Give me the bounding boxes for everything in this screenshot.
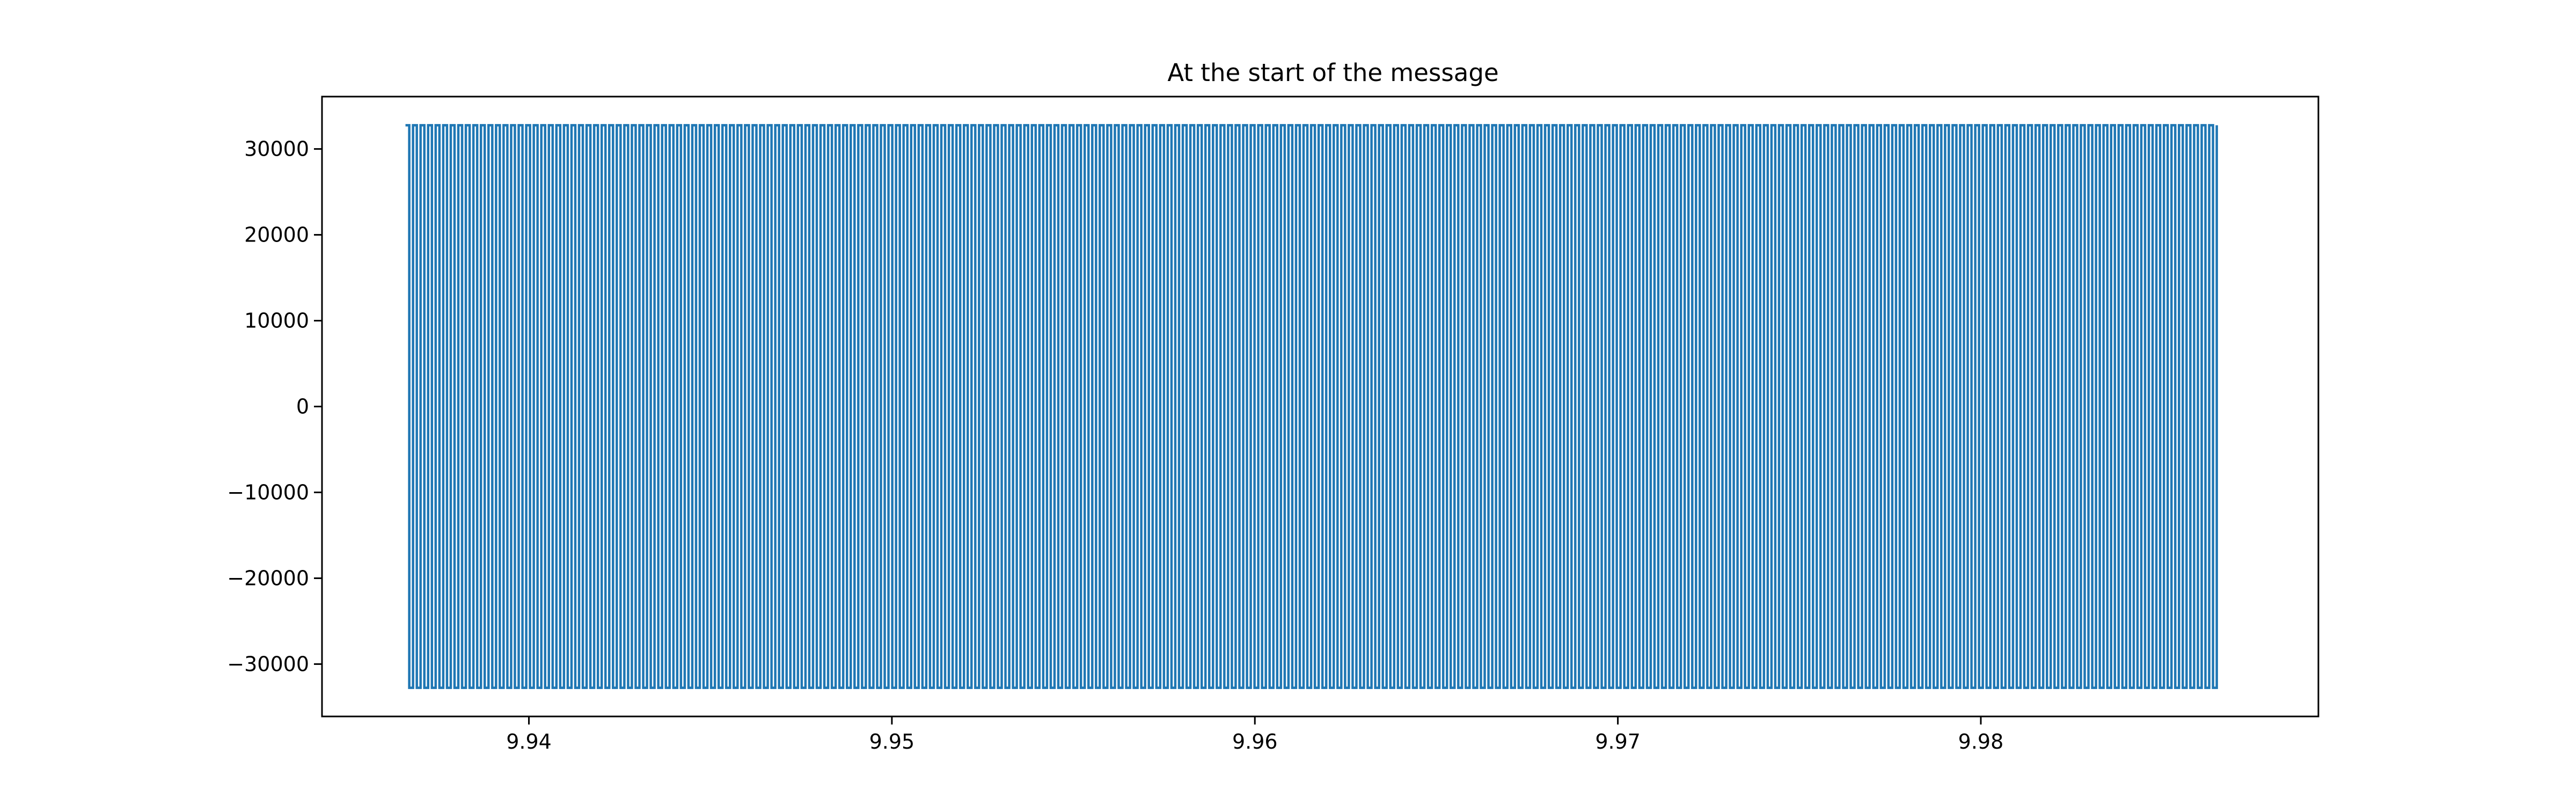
y-tick-label: −10000 (227, 480, 309, 504)
series-layer (405, 124, 2218, 689)
x-tick-label: 9.97 (1595, 730, 1641, 753)
y-tick-label: 0 (296, 395, 309, 419)
y-tick-label: 30000 (244, 137, 309, 161)
x-tick-label: 9.98 (1958, 730, 2004, 753)
x-tick-label: 9.96 (1232, 730, 1278, 753)
y-tick-label: −20000 (227, 566, 309, 590)
x-tick-label: 9.95 (869, 730, 915, 753)
x-tick-label: 9.94 (506, 730, 552, 753)
y-tick-label: −30000 (227, 652, 309, 676)
x-axis: 9.94 9.95 9.96 9.97 9.98 (506, 716, 2003, 753)
square-wave-series-line (405, 124, 2218, 689)
chart-title: At the start of the message (1167, 58, 1498, 87)
y-axis: 30000 20000 10000 0 −10000 −20000 −30000 (227, 137, 322, 676)
y-tick-label: 10000 (244, 309, 309, 333)
y-tick-label: 20000 (244, 223, 309, 247)
